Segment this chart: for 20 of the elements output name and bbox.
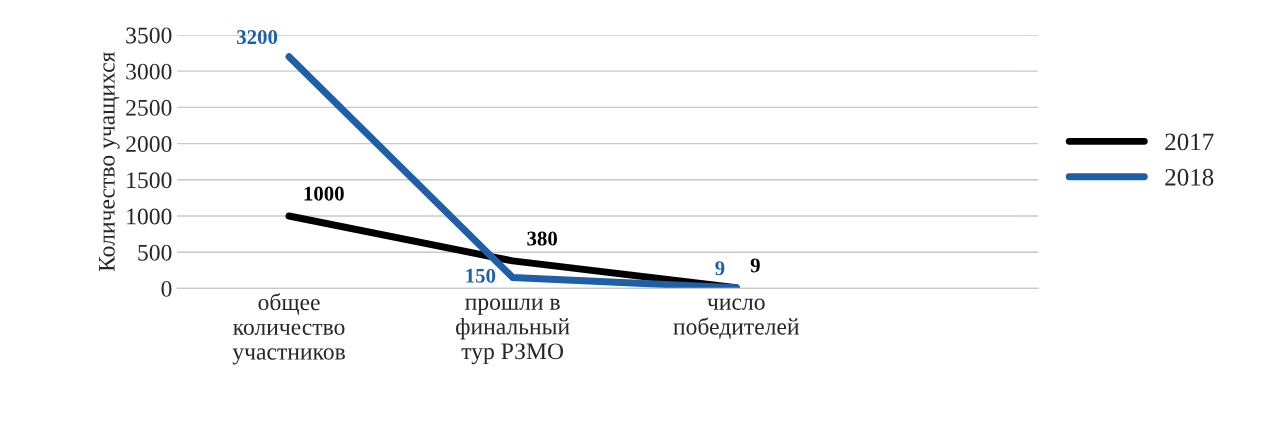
y-tick-label: 1000	[127, 208, 172, 225]
y-axis-title: Количество учащихся	[99, 51, 120, 272]
data-label: 3200	[237, 30, 278, 45]
y-tick-label: 3000	[126, 63, 172, 80]
data-label: 1000	[304, 186, 344, 201]
data-label: 9	[715, 261, 725, 276]
data-label: 150	[466, 268, 496, 283]
x-tick-label: число победителей	[673, 298, 800, 339]
y-tick-label: 2000	[126, 136, 172, 153]
y-tick-label: 3500	[126, 27, 172, 44]
legend-label: 2017	[1165, 133, 1214, 151]
data-label: 380	[527, 231, 557, 246]
y-tick-label: 1500	[127, 172, 172, 189]
legend-label: 2018	[1165, 168, 1214, 186]
x-tick-label: общее количество участников	[232, 293, 345, 365]
y-tick-label: 500	[138, 244, 172, 261]
y-tick-label: 0	[161, 280, 172, 297]
y-tick-label: 2500	[126, 99, 172, 116]
x-tick-label: прошли в финальный тур РЗМО	[456, 298, 570, 365]
data-label: 9	[750, 258, 760, 273]
